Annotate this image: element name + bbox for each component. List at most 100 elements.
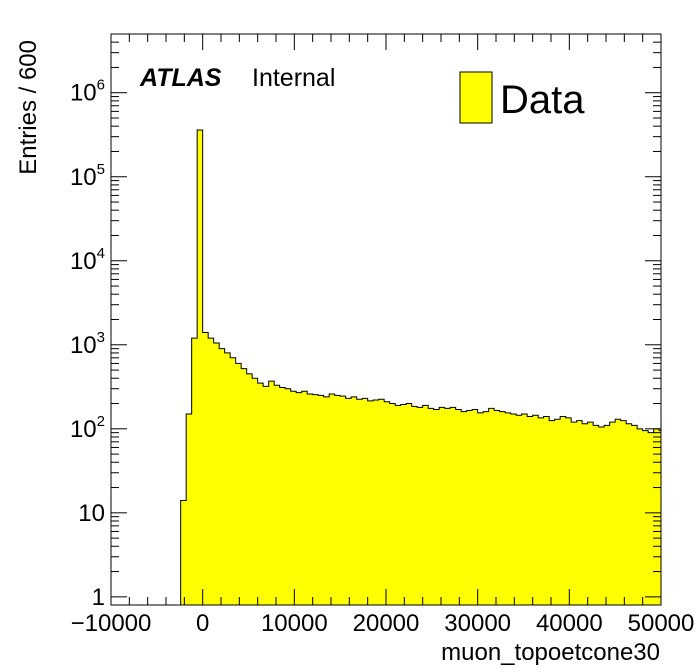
histogram-bin xyxy=(433,409,440,605)
histogram-bin xyxy=(312,394,319,605)
histogram-bin xyxy=(532,415,539,605)
histogram-bin xyxy=(631,425,638,605)
histogram-bin xyxy=(252,378,259,605)
histogram-bin xyxy=(274,385,281,605)
y-tick-label: 104 xyxy=(70,245,105,275)
histogram-bin xyxy=(488,408,495,605)
histogram-bin xyxy=(285,388,292,605)
internal-label: Internal xyxy=(252,64,335,92)
histogram-bin xyxy=(241,368,248,605)
histogram-bin xyxy=(483,411,490,605)
histogram-bin xyxy=(411,406,418,605)
x-tick-label: 0 xyxy=(196,610,209,637)
histogram-bin xyxy=(450,407,457,605)
histogram-bin xyxy=(373,400,380,605)
histogram-bin xyxy=(417,407,424,605)
histogram-bin xyxy=(191,338,198,605)
histogram-bin xyxy=(400,404,407,605)
histogram-bin xyxy=(510,414,517,605)
x-tick-label: −10000 xyxy=(71,610,152,637)
histogram-bin xyxy=(582,423,589,605)
histogram-bin xyxy=(554,419,561,605)
y-tick-label: 106 xyxy=(70,77,105,107)
histogram-bin xyxy=(620,420,627,605)
histogram-bin xyxy=(279,387,286,605)
histogram-bin xyxy=(186,414,193,605)
histogram-bin xyxy=(615,419,622,605)
x-tick-label: 10000 xyxy=(261,610,328,637)
histogram-bin xyxy=(257,383,264,605)
histogram-bin xyxy=(637,428,644,605)
histogram-bin xyxy=(422,405,429,605)
histogram-bin xyxy=(505,412,512,605)
histogram-bin xyxy=(516,415,523,605)
y-tick-labels: 1 10 102 103 104 105 106 xyxy=(70,77,105,611)
histogram-bin xyxy=(444,408,451,605)
histogram-bin xyxy=(246,373,253,605)
histogram-bin xyxy=(202,332,209,605)
histogram-bin xyxy=(219,348,226,605)
histogram-bin xyxy=(235,363,242,605)
histogram-bin xyxy=(499,411,506,605)
histogram-bin xyxy=(340,396,347,605)
histogram-bin xyxy=(334,395,341,605)
histogram-bin xyxy=(587,422,594,605)
legend-swatch xyxy=(459,71,493,124)
histogram-bin xyxy=(543,416,550,605)
histogram-bin xyxy=(648,432,655,605)
histogram-bin xyxy=(197,130,204,605)
histogram-outline xyxy=(180,129,661,605)
histogram-bin xyxy=(466,410,473,605)
histogram-bin xyxy=(406,403,413,605)
histogram-bin xyxy=(565,417,572,605)
histogram-bin xyxy=(549,420,556,605)
x-tick-label: 40000 xyxy=(536,610,603,637)
histogram-bin xyxy=(593,425,600,605)
histogram-bin xyxy=(527,416,534,605)
y-tick-label: 10 xyxy=(78,500,105,527)
histogram-bin xyxy=(384,401,391,605)
histogram-bin xyxy=(351,396,358,605)
legend-label-data: Data xyxy=(500,78,585,122)
histogram-bin xyxy=(659,430,662,605)
histogram-bars xyxy=(180,129,662,605)
histogram-bin xyxy=(477,412,484,605)
histogram-bin xyxy=(472,409,479,605)
histogram-bin xyxy=(461,411,468,605)
histogram-bin xyxy=(576,420,583,605)
histogram-bin xyxy=(362,398,369,605)
axis-ticks xyxy=(110,33,662,605)
histogram-bin xyxy=(521,414,528,605)
histogram-bin xyxy=(263,386,270,605)
histogram-bin xyxy=(428,408,435,605)
y-tick-label: 102 xyxy=(70,413,105,443)
histogram-bin xyxy=(356,399,363,605)
histogram-bin xyxy=(626,423,633,605)
histogram-bin xyxy=(345,398,352,605)
y-tick-label: 103 xyxy=(70,329,105,359)
histogram-bin xyxy=(378,399,385,605)
histogram-bin xyxy=(395,405,402,605)
x-tick-label: 30000 xyxy=(444,610,511,637)
histogram-bin xyxy=(180,500,187,605)
histogram-bin xyxy=(642,430,649,605)
histogram-bin xyxy=(301,391,308,605)
histogram-bin xyxy=(318,395,325,605)
histogram-bin xyxy=(323,396,330,605)
histogram-bin xyxy=(290,391,297,605)
x-tick-labels: −10000 0 10000 20000 30000 40000 50000 xyxy=(71,610,695,637)
y-axis-label: Entries / 600 xyxy=(15,40,42,175)
histogram-bin xyxy=(494,410,501,605)
y-tick-label: 105 xyxy=(70,161,105,191)
histogram-bin xyxy=(230,357,237,605)
histogram-bin xyxy=(367,400,374,605)
histogram-bin xyxy=(329,393,336,605)
histogram-bin xyxy=(213,343,220,605)
histogram-bin xyxy=(604,425,611,605)
histogram-bin xyxy=(389,403,396,605)
histogram-bin xyxy=(560,416,567,605)
x-tick-label: 20000 xyxy=(353,610,420,637)
histogram-bin xyxy=(439,407,446,605)
histogram-bin xyxy=(598,427,605,605)
